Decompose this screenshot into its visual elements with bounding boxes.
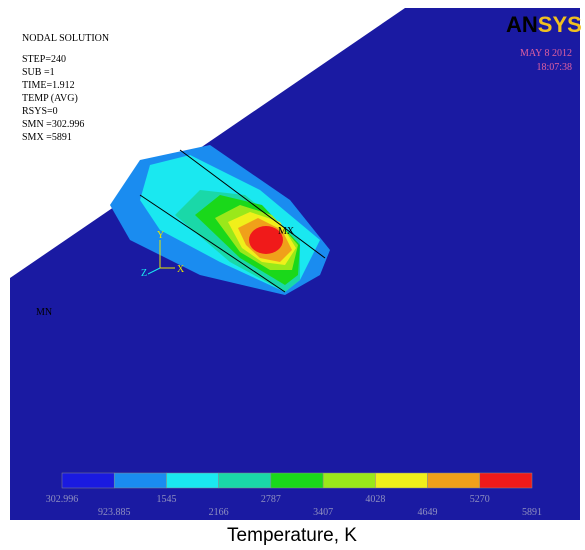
header-line: SMX =5891 [22, 132, 72, 143]
header-line: NODAL SOLUTION [22, 33, 109, 44]
time: 18:07:38 [536, 62, 572, 73]
min-marker: MN [36, 307, 52, 318]
header-line: TIME=1.912 [22, 80, 75, 91]
axis-label: X [177, 264, 185, 275]
header-line: STEP=240 [22, 54, 66, 65]
legend-label: 5270 [470, 494, 490, 505]
logo: ANSYS [506, 12, 582, 37]
legend-swatch [375, 473, 427, 488]
axis-label: Y [157, 230, 164, 241]
logo-bold: AN [506, 12, 538, 37]
legend-label: 923.885 [98, 507, 131, 518]
legend-swatch [62, 473, 114, 488]
legend-swatch [166, 473, 218, 488]
header-line: TEMP (AVG) [22, 93, 78, 104]
legend-label: 302.996 [46, 494, 79, 505]
max-marker: MX [278, 226, 295, 237]
legend-label: 3407 [313, 507, 333, 518]
header-line: SUB =1 [22, 67, 55, 78]
header-line: RSYS=0 [22, 106, 58, 117]
legend-label: 5891 [522, 507, 542, 518]
legend-label: 4028 [365, 494, 385, 505]
legend-label: 2166 [209, 507, 229, 518]
date: MAY 8 2012 [520, 48, 572, 59]
legend-swatch [114, 473, 166, 488]
legend-swatch [428, 473, 480, 488]
legend-label: 4649 [418, 507, 438, 518]
legend-label: 2787 [261, 494, 281, 505]
caption: Temperature, K [227, 525, 357, 546]
legend-swatch [323, 473, 375, 488]
legend-swatch [480, 473, 532, 488]
axis-label: Z [141, 268, 147, 279]
screenshot: NODAL SOLUTION STEP=240 SUB =1 TIME=1.912 TE… [0, 0, 585, 550]
logo-light: SYS [538, 12, 582, 37]
legend-swatch [271, 473, 323, 488]
legend-swatch [219, 473, 271, 488]
legend-label: 1545 [156, 494, 176, 505]
header-line: SMN =302.996 [22, 119, 84, 130]
